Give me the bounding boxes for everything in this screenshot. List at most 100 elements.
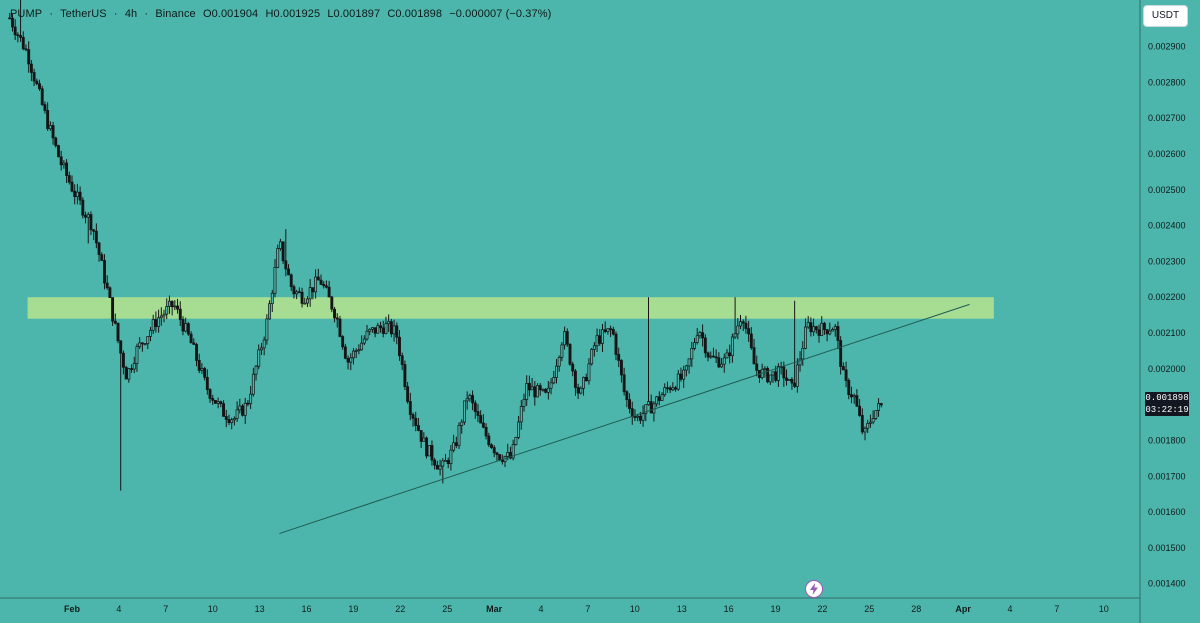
candle xyxy=(460,419,464,434)
candle xyxy=(557,355,561,372)
candle xyxy=(706,351,710,362)
candle xyxy=(579,386,583,395)
candle xyxy=(425,436,429,459)
candle xyxy=(444,454,447,462)
candle xyxy=(38,79,41,91)
candle xyxy=(416,418,420,432)
candle xyxy=(614,331,618,361)
candle xyxy=(46,102,50,131)
candle xyxy=(541,388,545,392)
candle xyxy=(595,328,599,352)
candle xyxy=(747,320,751,342)
price-tick-label: 0.002200 xyxy=(1148,292,1186,302)
candle xyxy=(127,367,131,383)
candle xyxy=(43,101,47,114)
price-tick-label: 0.002600 xyxy=(1148,149,1186,159)
candle xyxy=(370,327,374,333)
symbol-name[interactable]: PUMP xyxy=(10,8,43,20)
candle xyxy=(257,344,261,370)
candle xyxy=(170,300,174,316)
currency-button[interactable]: USDT xyxy=(1143,5,1188,27)
candle xyxy=(297,287,301,294)
high-value: H0.001925 xyxy=(265,8,321,20)
candle xyxy=(695,327,699,345)
candle xyxy=(306,296,309,307)
candle xyxy=(132,356,136,374)
candle xyxy=(628,393,631,414)
candle xyxy=(189,331,193,344)
candle xyxy=(81,197,85,219)
candle xyxy=(173,300,177,311)
interval-label[interactable]: 4h xyxy=(124,8,138,20)
candle xyxy=(273,259,277,298)
candle xyxy=(725,349,729,359)
candle xyxy=(657,391,661,406)
open-value: O0.001904 xyxy=(202,8,259,20)
candle xyxy=(860,408,864,435)
candle xyxy=(186,322,190,336)
candle xyxy=(224,409,228,428)
candle xyxy=(427,445,431,457)
time-tick-label: 10 xyxy=(208,604,218,614)
candle xyxy=(135,343,139,372)
candle xyxy=(606,328,610,335)
candle xyxy=(560,342,564,362)
candle xyxy=(711,347,715,358)
candle xyxy=(582,376,585,396)
candle xyxy=(836,321,840,350)
candle xyxy=(492,445,496,458)
price-tick-label: 0.001800 xyxy=(1148,435,1186,445)
candle xyxy=(446,457,450,469)
candle xyxy=(533,381,537,406)
candle xyxy=(379,321,382,333)
candle xyxy=(414,411,418,432)
candle xyxy=(698,330,702,339)
candle xyxy=(254,365,258,381)
price-tick-label: 0.002900 xyxy=(1148,42,1186,52)
candle xyxy=(663,383,667,397)
candle xyxy=(430,440,434,466)
candle xyxy=(868,414,872,428)
candle xyxy=(143,343,147,346)
candle xyxy=(668,385,672,394)
candle xyxy=(57,144,60,158)
candle xyxy=(804,318,807,350)
candle xyxy=(679,367,683,382)
time-tick-label: 4 xyxy=(538,604,543,614)
exchange-label: Binance xyxy=(155,8,196,20)
candle xyxy=(473,400,477,419)
candle xyxy=(609,325,613,338)
lightning-button[interactable] xyxy=(805,580,823,598)
candle xyxy=(78,186,82,206)
candle xyxy=(376,322,380,334)
countdown-timer: 03:22:19 xyxy=(1145,404,1189,417)
candle xyxy=(701,324,705,347)
candle xyxy=(674,385,678,392)
candle xyxy=(495,451,499,461)
candle xyxy=(29,59,33,82)
candle xyxy=(733,297,737,340)
candle xyxy=(587,358,591,385)
candle xyxy=(538,383,542,396)
candle xyxy=(592,342,596,357)
candle xyxy=(739,314,742,330)
candle xyxy=(303,297,307,305)
candle xyxy=(387,314,391,332)
candle xyxy=(111,297,115,326)
candle xyxy=(178,301,182,326)
candle xyxy=(284,229,288,277)
candle xyxy=(338,315,342,338)
ascending-trendline[interactable] xyxy=(279,303,970,535)
candle xyxy=(471,390,475,411)
candle xyxy=(806,315,810,329)
candle xyxy=(200,363,204,374)
candle xyxy=(167,295,171,314)
close-value: C0.001898 xyxy=(387,8,443,20)
candle xyxy=(879,402,883,408)
candle xyxy=(709,351,713,359)
time-tick-label: 13 xyxy=(677,604,687,614)
candle xyxy=(319,274,323,285)
candle xyxy=(314,269,318,299)
